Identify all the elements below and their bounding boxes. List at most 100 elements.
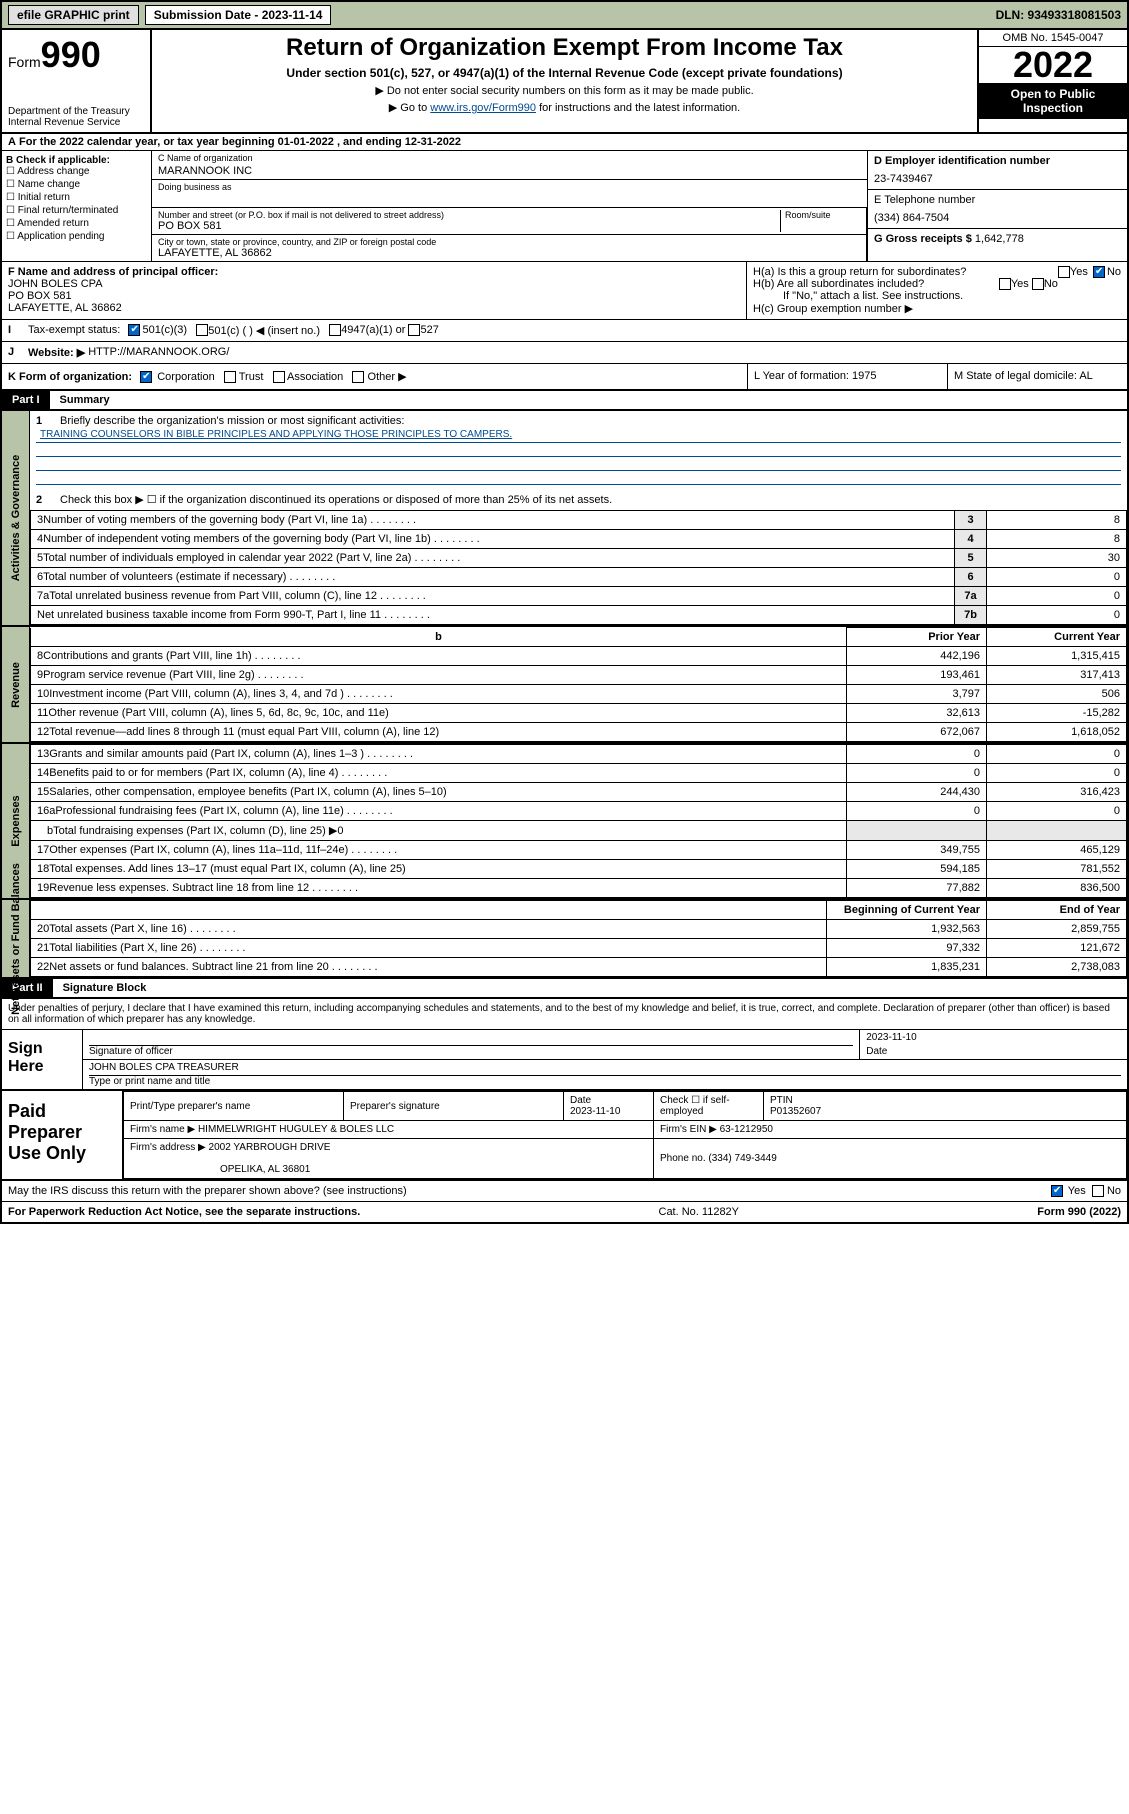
revenue-table: bPrior YearCurrent Year 8Contributions a… (30, 627, 1127, 742)
firm-addr2: OPELIKA, AL 36801 (130, 1164, 310, 1175)
hb-no[interactable] (1032, 278, 1044, 290)
submission-date: Submission Date - 2023-11-14 (145, 5, 332, 25)
city-label: City or town, state or province, country… (158, 237, 860, 247)
r7a-val: 0 (987, 587, 1127, 606)
dba-label: Doing business as (158, 182, 861, 192)
r6-val: 0 (987, 568, 1127, 587)
topbar: efile GRAPHIC print Submission Date - 20… (2, 2, 1127, 30)
date-label: Date (866, 1046, 1121, 1057)
firm-addr1: 2002 YARBROUGH DRIVE (209, 1142, 331, 1153)
org-name: MARANNOOK INC (158, 165, 861, 177)
prep-name-label: Print/Type preparer's name (124, 1092, 344, 1121)
year-formation: L Year of formation: 1975 (747, 364, 947, 389)
discuss-no[interactable] (1092, 1185, 1104, 1197)
527-check[interactable] (408, 324, 420, 336)
irs-label: Internal Revenue Service (8, 117, 144, 128)
activities-section: Activities & Governance 1Briefly describ… (2, 411, 1127, 627)
ha-no[interactable] (1093, 266, 1105, 278)
trust-check[interactable] (224, 371, 236, 383)
firm-ein: 63-1212950 (720, 1124, 773, 1135)
sign-here-block: Sign Here Signature of officer 2023-11-1… (2, 1030, 1127, 1091)
city-state-zip: LAFAYETTE, AL 36862 (158, 247, 860, 259)
assoc-check[interactable] (273, 371, 285, 383)
officer-addr2: LAFAYETTE, AL 36862 (8, 302, 122, 314)
ha-yes[interactable] (1058, 266, 1070, 278)
section-b: B Check if applicable: ☐ Address change … (2, 151, 1127, 262)
ptin: P01352607 (770, 1106, 821, 1117)
expenses-section: Expenses 13Grants and similar amounts pa… (2, 744, 1127, 900)
public-inspection: Open to Public Inspection (979, 83, 1127, 119)
r3-val: 8 (987, 511, 1127, 530)
expenses-table: 13Grants and similar amounts paid (Part … (30, 744, 1127, 898)
self-employed-check[interactable]: Check ☐ if self-employed (654, 1092, 764, 1121)
dept-treasury: Department of the Treasury (8, 106, 144, 117)
501c-check[interactable] (196, 324, 208, 336)
paid-preparer-block: Paid Preparer Use Only Print/Type prepar… (2, 1091, 1127, 1181)
street-address: PO BOX 581 (158, 220, 780, 232)
vtab-activities: Activities & Governance (10, 455, 22, 582)
row-i: I Tax-exempt status: 501(c)(3) 501(c) ( … (2, 320, 1127, 342)
netassets-table: Beginning of Current YearEnd of Year 20T… (30, 900, 1127, 977)
revenue-section: Revenue bPrior YearCurrent Year 8Contrib… (2, 627, 1127, 744)
discuss-yes[interactable] (1051, 1185, 1063, 1197)
prep-date: 2023-11-10 (570, 1106, 620, 1117)
form-header: Form990 Department of the Treasury Inter… (2, 30, 1127, 134)
h-note: If "No," attach a list. See instructions… (753, 290, 1121, 302)
ssn-warning: ▶ Do not enter social security numbers o… (160, 84, 969, 97)
instructions-link: ▶ Go to www.irs.gov/Form990 for instruct… (160, 101, 969, 114)
penalty-text: Under penalties of perjury, I declare th… (2, 999, 1127, 1030)
firm-name: HIMMELWRIGHT HUGULEY & BOLES LLC (198, 1124, 394, 1135)
check-initial-return[interactable]: ☐ Initial return (6, 192, 147, 203)
501c3-check[interactable] (128, 324, 140, 336)
vtab-netassets: Net Assets or Fund Balances (10, 863, 22, 1015)
cat-number: Cat. No. 11282Y (360, 1206, 1037, 1218)
netassets-section: Net Assets or Fund Balances Beginning of… (2, 900, 1127, 979)
hb-yes[interactable] (999, 278, 1011, 290)
r5-val: 30 (987, 549, 1127, 568)
dln: DLN: 93493318081503 (996, 8, 1121, 22)
other-check[interactable] (352, 371, 364, 383)
r7b-val: 0 (987, 606, 1127, 625)
room-label: Room/suite (785, 210, 860, 220)
efile-print-button[interactable]: efile GRAPHIC print (8, 5, 139, 25)
officer-name-title: JOHN BOLES CPA TREASURER (89, 1062, 1121, 1076)
form-title: Return of Organization Exempt From Incom… (160, 34, 969, 62)
row-k: K Form of organization: Corporation Trus… (2, 364, 1127, 391)
4947-check[interactable] (329, 324, 341, 336)
officer-name: JOHN BOLES CPA (8, 278, 103, 290)
check-address-change[interactable]: ☐ Address change (6, 166, 147, 177)
sig-date: 2023-11-10 (866, 1032, 1121, 1046)
state-domicile: M State of legal domicile: AL (947, 364, 1127, 389)
hb-row: H(b) Are all subordinates included? Yes … (753, 278, 1121, 290)
ha-row: H(a) Is this a group return for subordin… (753, 266, 1121, 278)
pra-footer: For Paperwork Reduction Act Notice, see … (2, 1202, 1127, 1222)
section-f-h: F Name and address of principal officer:… (2, 262, 1127, 320)
hc-row: H(c) Group exemption number ▶ (753, 302, 1121, 315)
ein: 23-7439467 (874, 173, 1121, 185)
irs-discuss-row: May the IRS discuss this return with the… (2, 1181, 1127, 1202)
phone: (334) 864-7504 (874, 212, 1121, 224)
part2-header: Part II Signature Block (2, 979, 1127, 999)
check-amended[interactable]: ☐ Amended return (6, 218, 147, 229)
irs-link[interactable]: www.irs.gov/Form990 (430, 102, 536, 114)
corp-check[interactable] (140, 371, 152, 383)
vtab-expenses: Expenses (10, 795, 22, 846)
activities-table: 3Number of voting members of the governi… (30, 510, 1127, 625)
check-name-change[interactable]: ☐ Name change (6, 179, 147, 190)
check-app-pending[interactable]: ☐ Application pending (6, 231, 147, 242)
b-label: B Check if applicable: (6, 155, 147, 166)
sign-here-label: Sign Here (2, 1030, 82, 1089)
check-final-return[interactable]: ☐ Final return/terminated (6, 205, 147, 216)
form-number: Form990 (8, 34, 144, 76)
tax-year: 2022 (979, 47, 1127, 83)
preparer-table: Print/Type preparer's name Preparer's si… (123, 1091, 1127, 1179)
form-subtitle: Under section 501(c), 527, or 4947(a)(1)… (160, 66, 969, 80)
prep-sig-label: Preparer's signature (344, 1092, 564, 1121)
addr-label: Number and street (or P.O. box if mail i… (158, 210, 780, 220)
vtab-revenue: Revenue (10, 662, 22, 708)
d-label: D Employer identification number (874, 155, 1121, 167)
name-title-label: Type or print name and title (89, 1076, 1121, 1087)
website: HTTP://MARANNOOK.ORG/ (88, 346, 229, 359)
row-j: J Website: ▶ HTTP://MARANNOOK.ORG/ (2, 342, 1127, 364)
paid-preparer-label: Paid Preparer Use Only (2, 1091, 122, 1179)
